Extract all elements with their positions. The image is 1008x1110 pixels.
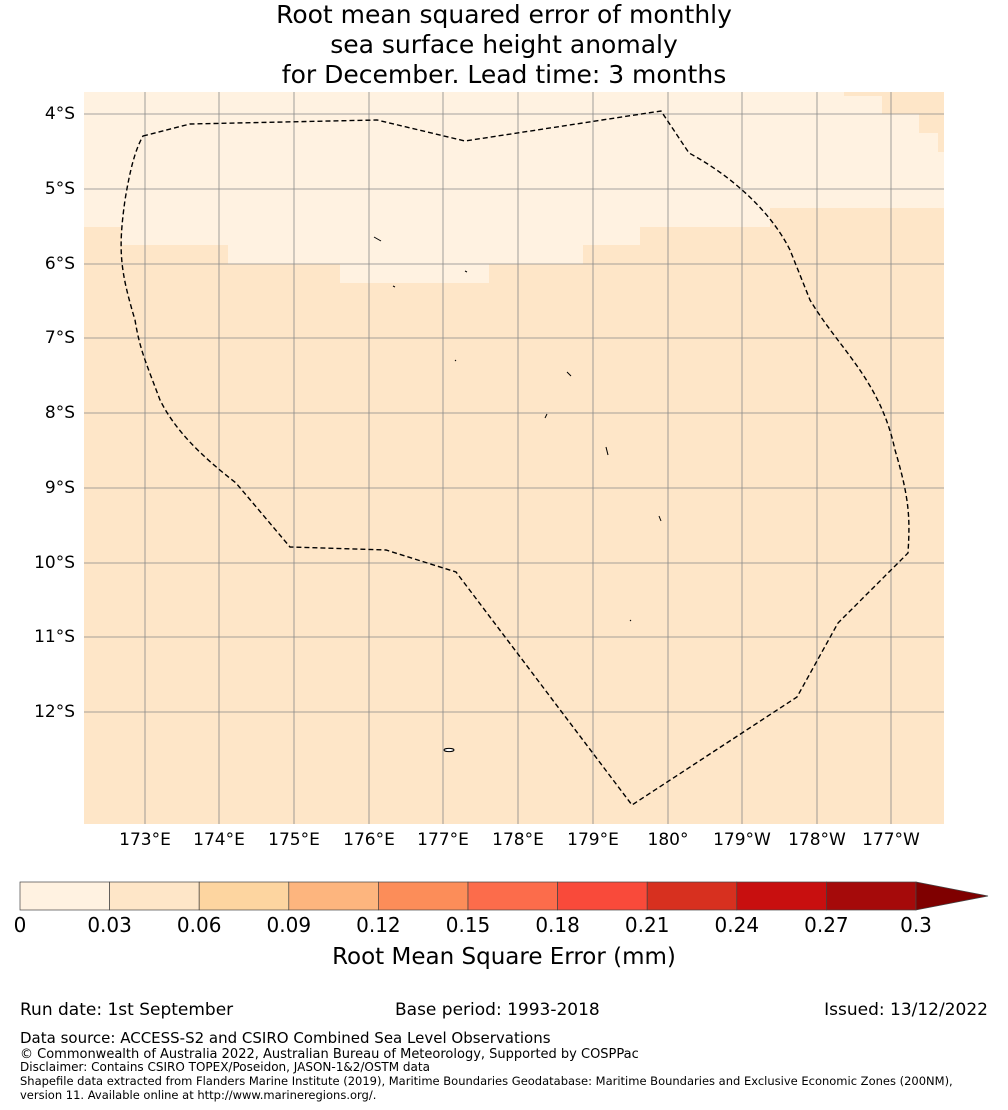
disclaimer: Disclaimer: Contains CSIRO TOPEX/Poseido… bbox=[20, 1060, 430, 1074]
lat-label-9s: 9°S bbox=[44, 478, 75, 498]
colorbar-bin-8 bbox=[736, 881, 827, 911]
base-period: Base period: 1993-2018 bbox=[395, 1000, 600, 1020]
colorbar-tick-label: 0.27 bbox=[804, 913, 849, 937]
colorbar-bin-4 bbox=[378, 881, 469, 911]
colorbar-tick-label: 0.06 bbox=[176, 913, 222, 937]
lon-label-174e: 174°E bbox=[193, 830, 245, 850]
colorbar-tick-label: 0.12 bbox=[356, 913, 401, 937]
island-niutao bbox=[464, 270, 468, 273]
island-nanumea bbox=[373, 236, 382, 242]
lat-label-7s: 7°S bbox=[44, 328, 75, 348]
islands bbox=[373, 236, 662, 753]
rmse-field-low-region bbox=[84, 92, 944, 283]
colorbar-bin-9 bbox=[826, 881, 917, 911]
island-south bbox=[443, 747, 455, 753]
colorbar-bin-7 bbox=[646, 881, 738, 911]
colorbar-tick-label: 0.18 bbox=[535, 913, 580, 937]
shapefile-credit-line-2: version 11. Available online at http://w… bbox=[20, 1088, 377, 1102]
island-vaitupu bbox=[566, 371, 572, 377]
colorbar-extend-arrow bbox=[915, 881, 989, 911]
lat-label-12s: 12°S bbox=[34, 702, 75, 722]
title-line-1: Root mean squared error of monthly bbox=[276, 0, 732, 29]
lon-label-177w: 177°W bbox=[862, 830, 920, 850]
issued-date: Issued: 13/12/2022 bbox=[824, 1000, 988, 1020]
lon-label-177e: 177°E bbox=[417, 830, 469, 850]
lon-label-180: 180° bbox=[647, 830, 689, 850]
lat-label-6s: 6°S bbox=[44, 254, 75, 274]
colorbar-tick-label: 0.09 bbox=[266, 913, 312, 937]
lat-label-8s: 8°S bbox=[44, 403, 75, 423]
lon-label-175e: 175°E bbox=[268, 830, 320, 850]
lon-label-178e: 178°E bbox=[492, 830, 544, 850]
island-funafuti bbox=[605, 446, 609, 456]
colorbar-bin-3 bbox=[288, 881, 379, 911]
lat-label-4s: 4°S bbox=[44, 104, 75, 124]
island-nukulaelae bbox=[658, 515, 662, 522]
lon-label-173e: 173°E bbox=[119, 830, 171, 850]
lat-label-11s: 11°S bbox=[34, 627, 75, 647]
lon-label-178w: 178°W bbox=[788, 830, 846, 850]
colorbar-tick-label: 0.24 bbox=[714, 913, 760, 937]
colorbar-label: Root Mean Square Error (mm) bbox=[332, 944, 676, 970]
shapefile-credit-line-1: Shapefile data extracted from Flanders M… bbox=[20, 1074, 953, 1088]
data-source: Data source: ACCESS-S2 and CSIRO Combine… bbox=[20, 1029, 551, 1047]
colorbar bbox=[19, 881, 989, 911]
island-nukufetau bbox=[544, 413, 548, 419]
colorbar-bin-5 bbox=[467, 881, 558, 911]
copyright: © Commonwealth of Australia 2022, Austra… bbox=[20, 1047, 639, 1062]
colorbar-bin-1 bbox=[109, 881, 200, 911]
colorbar-tick-label: 0.03 bbox=[87, 913, 132, 937]
island-nui bbox=[454, 359, 457, 362]
graticule bbox=[84, 92, 944, 824]
colorbar-tick-label: 0.21 bbox=[624, 913, 670, 937]
title-line-2: sea surface height anomaly bbox=[330, 30, 678, 59]
colorbar-bin-6 bbox=[557, 881, 648, 911]
lon-label-179w: 179°W bbox=[713, 830, 771, 850]
island-niulakita bbox=[629, 619, 632, 622]
title-line-3: for December. Lead time: 3 months bbox=[281, 60, 727, 89]
colorbar-bin-2 bbox=[198, 881, 290, 911]
colorbar-tick-label: 0.15 bbox=[445, 913, 491, 937]
run-date: Run date: 1st September bbox=[20, 1000, 234, 1020]
island-nanumanga bbox=[392, 285, 396, 288]
lat-label-5s: 5°S bbox=[44, 179, 75, 199]
lat-label-10s: 10°S bbox=[34, 553, 75, 573]
lon-label-176e: 176°E bbox=[343, 830, 395, 850]
eez-boundary bbox=[120, 110, 910, 806]
chart-title: Root mean squared error of monthly sea s… bbox=[0, 0, 1008, 90]
rmse-field-patch-top-right bbox=[844, 92, 944, 152]
colorbar-tick-label: 0.3 bbox=[900, 913, 932, 937]
lon-label-179e: 179°E bbox=[567, 830, 619, 850]
colorbar-bin-0 bbox=[19, 881, 110, 911]
colorbar-tick-label: 0 bbox=[13, 913, 27, 937]
